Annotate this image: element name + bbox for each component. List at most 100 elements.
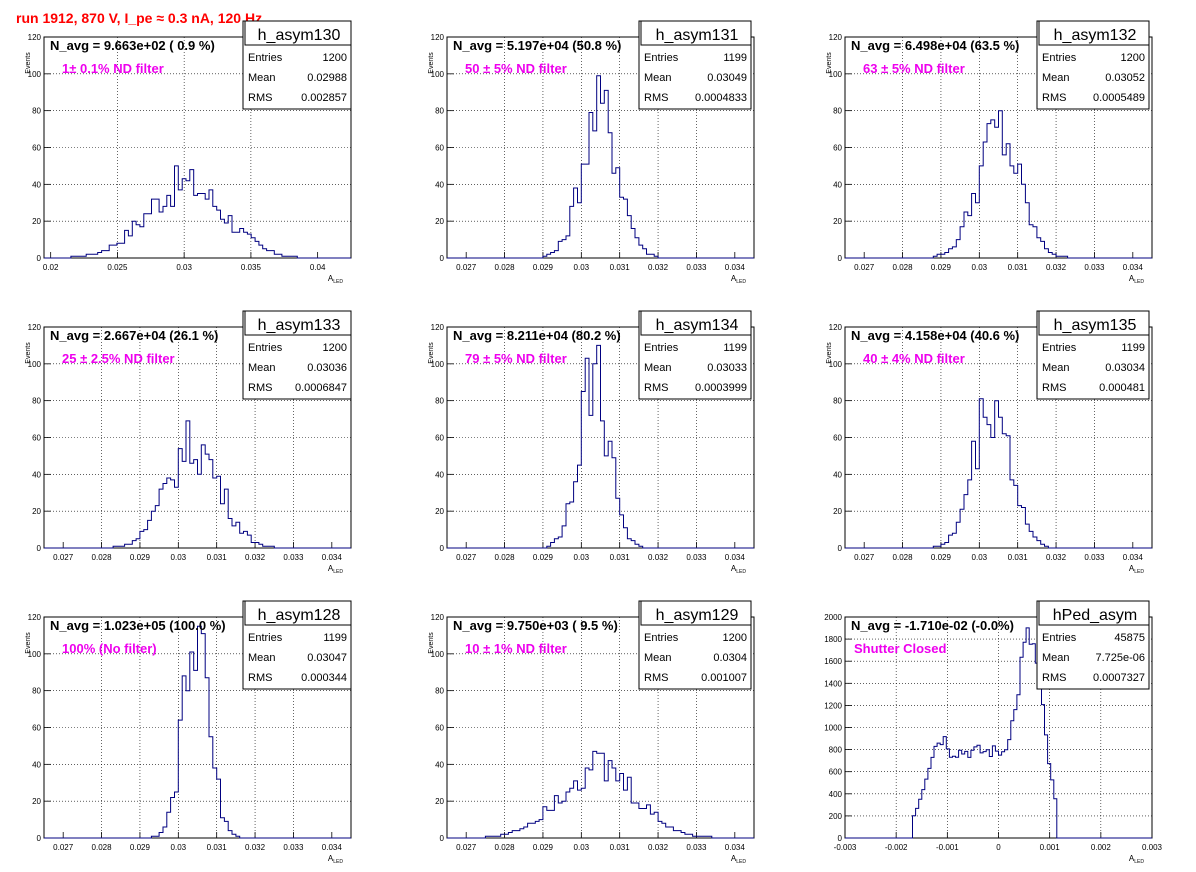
stats-value: 0.002857 [301,92,347,104]
x-tick-label: 0.034 [725,843,746,852]
x-tick-label: 0.032 [648,263,669,272]
stats-value: 1199 [1121,342,1145,354]
y-tick-label: 0 [440,254,445,263]
x-tick-label: 0.029 [130,553,151,562]
filter-annotation: 79 ± 5% ND filter [465,351,567,366]
histogram-panel-h_asym129: 0.027 0.028 0.029 0.03 0.031 0.032 0.033 0.034 0… [428,600,755,865]
x-tick-label: 0.03 [972,553,988,562]
y-tick-label: 40 [435,180,444,189]
stats-value: 1200 [323,52,347,64]
y-tick-label: 60 [435,434,444,443]
y-tick-label: 0 [838,544,843,553]
histogram-bars [845,398,1152,549]
x-tick-label: 0.031 [610,553,631,562]
x-tick-label: 0.031 [207,553,228,562]
filter-annotation: 50 ± 5% ND filter [465,61,567,76]
x-tick-label: 0.033 [1084,263,1105,272]
x-tick-label: 0.031 [610,263,631,272]
filter-annotation: 40 ± 4% ND filter [863,351,965,366]
y-tick-label: 100 [829,70,843,79]
filter-annotation: 10 ± 1% ND filter [465,641,567,656]
stats-label: RMS [644,672,668,684]
x-tick-label: 0.033 [686,263,707,272]
histogram-bars [447,75,754,259]
y-tick-label: 0 [838,834,843,843]
histogram-panel-h_asym133: 0.027 0.028 0.029 0.03 0.031 0.032 0.033 0.034 0… [25,310,352,575]
y-tick-label: 0 [838,254,843,263]
navg-label: N_avg = 8.211e+04 (80.2 %) [453,328,621,343]
y-tick-label: 60 [435,144,444,153]
histogram-name: h_asym130 [258,27,341,44]
histogram-bars [44,625,351,839]
stats-value: 1200 [723,632,747,644]
x-tick-label: 0.028 [495,263,516,272]
y-tick-label: 2000 [824,613,842,622]
stats-label: Entries [1042,52,1077,64]
x-tick-label: 0.032 [648,553,669,562]
histogram-panel-h_asym131: 0.027 0.028 0.029 0.03 0.031 0.032 0.033 0.034 0… [428,20,755,285]
y-axis-label: Events [25,342,32,364]
stats-label: RMS [644,382,668,394]
stats-label: RMS [1042,382,1066,394]
stats-value: 0.02988 [307,72,347,84]
stats-title-box [1038,600,1150,626]
x-axis-label: ALED [731,274,746,285]
x-tick-label: 0.031 [207,843,228,852]
x-tick-label: 0.027 [53,553,74,562]
x-tick-label: 0.027 [854,263,875,272]
stats-value: 0.03034 [1105,362,1145,374]
stats-label: Mean [644,72,672,84]
y-axis-label: Events [428,632,435,654]
x-tick-label: 0.033 [1084,553,1105,562]
x-tick-label: 0.034 [725,553,746,562]
y-tick-label: 80 [435,107,444,116]
x-axis-label: ALED [1129,274,1144,285]
y-tick-label: 80 [32,107,41,116]
x-tick-label: 0.029 [533,843,554,852]
stats-value: 0.0007327 [1093,672,1145,684]
navg-label: N_avg = 2.667e+04 (26.1 %) [50,328,218,343]
stats-title-box [244,600,352,626]
navg-label: N_avg = 5.197e+04 (50.8 %) [453,38,621,53]
x-tick-label: 0.027 [456,553,477,562]
stats-label: RMS [1042,672,1066,684]
y-tick-label: 60 [32,144,41,153]
navg-label: N_avg = 4.158e+04 (40.6 %) [851,328,1019,343]
x-tick-label: 0.03 [972,263,988,272]
stats-label: Mean [644,652,672,664]
y-tick-label: 100 [431,360,445,369]
y-tick-label: 120 [431,613,445,622]
y-tick-label: 120 [829,323,843,332]
x-tick-label: 0.035 [241,263,262,272]
stats-title-box [640,310,752,336]
stats-label: Entries [1042,632,1077,644]
y-tick-label: 120 [829,33,843,42]
x-tick-label: 0.033 [283,843,304,852]
x-tick-label: 0.028 [495,553,516,562]
x-tick-label: 0.028 [893,263,914,272]
stats-label: Entries [1042,342,1077,354]
x-axis-label: ALED [328,274,343,285]
y-axis-label: Events [826,342,833,364]
stats-value: 1199 [323,632,347,644]
x-axis-label: ALED [731,564,746,575]
x-tick-label: 0.002 [1091,843,1112,852]
y-tick-label: 60 [32,724,41,733]
y-tick-label: 20 [32,507,41,516]
x-tick-label: -0.001 [936,843,959,852]
x-axis-label: ALED [731,854,746,865]
histogram-bars [44,420,351,549]
y-tick-label: 120 [28,33,42,42]
y-tick-label: 40 [833,180,842,189]
histogram-name: h_asym131 [656,27,739,44]
filter-annotation: 100% (No filter) [62,641,157,656]
histogram-panel-h_asym134: 0.027 0.028 0.029 0.03 0.031 0.032 0.033 0.034 0… [428,310,755,575]
stats-value: 1200 [1121,52,1145,64]
stats-value: 7.725e-06 [1095,652,1145,664]
x-tick-label: 0.032 [245,553,266,562]
histogram-name: h_asym135 [1054,317,1137,334]
y-tick-label: 0 [37,834,42,843]
stats-value: 0.000481 [1099,382,1145,394]
x-axis-label: ALED [1129,854,1144,865]
x-tick-label: 0 [996,843,1001,852]
